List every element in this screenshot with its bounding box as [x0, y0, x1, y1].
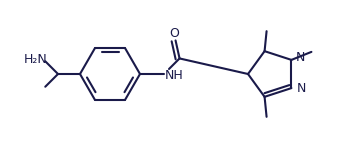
Text: O: O — [170, 27, 180, 40]
Text: N: N — [296, 51, 305, 64]
Text: H₂N: H₂N — [23, 53, 47, 66]
Text: NH: NH — [165, 69, 184, 81]
Text: N: N — [296, 82, 306, 95]
